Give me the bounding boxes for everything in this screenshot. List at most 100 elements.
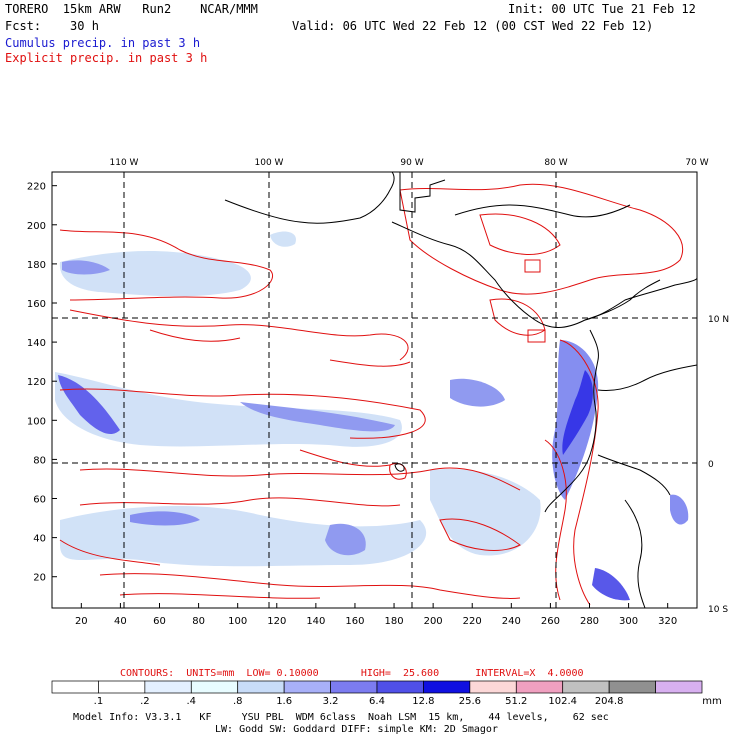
y-tick-label: 40 bbox=[33, 534, 46, 545]
contour-mid-4 bbox=[149, 329, 241, 342]
valid-time: Valid: 06 UTC Wed 22 Feb 12 (00 CST Wed … bbox=[292, 19, 654, 33]
lon-labels: 110 W 100 W 90 W 80 W 70 W bbox=[110, 158, 709, 168]
precip-cluster-center bbox=[325, 523, 366, 556]
x-tick-label: 320 bbox=[658, 616, 677, 627]
colorbar-swatch bbox=[283, 680, 331, 694]
colorbar-label: .4 bbox=[187, 696, 197, 707]
precip-band-north bbox=[59, 251, 251, 297]
colorbar-label: 12.8 bbox=[412, 696, 434, 707]
contour-info: CONTOURS: UNITS=mm LOW= 0.10000 HIGH= 25… bbox=[120, 668, 584, 679]
colorbar-swatch bbox=[190, 680, 239, 694]
x-tick-label: 180 bbox=[384, 616, 403, 627]
y-tick-label: 220 bbox=[27, 182, 46, 193]
x-tick-label: 40 bbox=[114, 616, 127, 627]
lon-label: 100 W bbox=[255, 158, 284, 168]
colorbar-label: 6.4 bbox=[369, 696, 385, 707]
x-tick-label: 240 bbox=[502, 616, 521, 627]
contour-coast bbox=[559, 339, 599, 606]
coast-sa-west bbox=[544, 329, 599, 513]
precip-nw-patch bbox=[270, 231, 296, 247]
colorbar-label: 25.6 bbox=[459, 696, 481, 707]
colorbar-label: .8 bbox=[233, 696, 243, 707]
contour-south bbox=[79, 497, 401, 507]
y-tick-label: 20 bbox=[33, 573, 46, 584]
model-title: TORERO 15km ARW Run2 NCAR/MMM bbox=[5, 2, 258, 16]
contour-north-2 bbox=[69, 309, 409, 361]
precip-band-south-core bbox=[130, 511, 200, 526]
colorbar-swatch bbox=[237, 680, 285, 694]
coast-caribbean bbox=[454, 204, 631, 218]
y-tick-label: 60 bbox=[33, 495, 46, 506]
model-info: Model Info: V3.3.1 KF YSU PBL WDM 6class… bbox=[73, 712, 609, 723]
colorbar-label: 204.8 bbox=[595, 696, 624, 707]
model-physics: LW: Godd SW: Goddard DIFF: simple KM: 2D… bbox=[215, 724, 498, 735]
colorbar-label: 1.6 bbox=[276, 696, 292, 707]
colorbar-unit: mm bbox=[702, 696, 721, 707]
y-tick-label: 200 bbox=[27, 221, 46, 232]
y-tick-label: 80 bbox=[33, 455, 46, 466]
colorbar-swatch bbox=[51, 680, 99, 694]
x-tick-label: 140 bbox=[306, 616, 325, 627]
contour-ne bbox=[399, 183, 684, 295]
colorbar-label: .2 bbox=[140, 696, 150, 707]
border-ecuador bbox=[597, 454, 671, 496]
x-tick-label: 220 bbox=[463, 616, 482, 627]
coast-central-am bbox=[391, 221, 661, 328]
y-tick-label: 100 bbox=[27, 416, 46, 427]
x-tick-label: 120 bbox=[267, 616, 286, 627]
colorbar-label: 3.2 bbox=[323, 696, 339, 707]
colorbar-label: .1 bbox=[94, 696, 104, 707]
lat-lon-grid bbox=[52, 172, 697, 608]
precip-band-mid-core bbox=[58, 375, 120, 435]
colorbar: .1 .2 .4 .8 1.6 3.2 6.4 12.8 25.6 51.2 102.4 204.8 m… bbox=[51, 680, 722, 707]
x-tick-label: 20 bbox=[75, 616, 88, 627]
lon-label: 110 W bbox=[110, 158, 139, 168]
x-tick-label: 300 bbox=[619, 616, 638, 627]
colorbar-swatch bbox=[98, 680, 146, 694]
field-explicit-label: Explicit precip. in past 3 h bbox=[5, 51, 208, 65]
border-colombia bbox=[597, 364, 698, 391]
x-tick-label: 60 bbox=[153, 616, 166, 627]
precip-south-cluster bbox=[592, 568, 630, 601]
x-tick-label: 200 bbox=[424, 616, 443, 627]
precip-band-mid-core-2 bbox=[240, 402, 395, 432]
field-cumulus-label: Cumulus precip. in past 3 h bbox=[5, 36, 201, 50]
init-time: Init: 00 UTC Tue 21 Feb 12 bbox=[508, 2, 696, 16]
coast-galapagos bbox=[394, 463, 405, 472]
coast-mexico-2 bbox=[399, 172, 446, 213]
border-peru bbox=[624, 499, 646, 609]
colorbar-label: 102.4 bbox=[548, 696, 577, 707]
contour-mid bbox=[59, 388, 426, 439]
colorbar-swatch bbox=[423, 680, 471, 694]
precip-cluster-east bbox=[450, 378, 505, 407]
colorbar-swatch bbox=[469, 680, 517, 694]
cumulus-precip-shading bbox=[55, 231, 689, 601]
colorbar-swatch bbox=[515, 680, 564, 694]
forecast-hour: Fcst: 30 h bbox=[5, 19, 99, 33]
colorbar-label: 51.2 bbox=[505, 696, 527, 707]
precip-band-north-core bbox=[62, 260, 110, 275]
contour-south-3 bbox=[119, 593, 321, 599]
lat-labels: 10 N 0 10 S bbox=[708, 315, 729, 615]
coastline bbox=[224, 171, 698, 609]
contour-north bbox=[59, 229, 273, 301]
lon-label: 80 W bbox=[544, 158, 567, 168]
lat-label: 10 N bbox=[708, 315, 729, 325]
lon-label: 70 W bbox=[685, 158, 708, 168]
contour-mid-5 bbox=[329, 359, 411, 367]
lat-label: 10 S bbox=[708, 605, 728, 615]
coast-sa-north bbox=[584, 277, 698, 321]
x-tick-label: 100 bbox=[228, 616, 247, 627]
y-tick-label: 140 bbox=[27, 338, 46, 349]
x-tick-label: 80 bbox=[192, 616, 205, 627]
coast-mexico bbox=[224, 171, 395, 224]
y-axis: 20 40 60 80 100 120 140 160 180 200 220 bbox=[27, 182, 57, 584]
x-tick-label: 260 bbox=[541, 616, 560, 627]
colorbar-swatch bbox=[330, 680, 378, 694]
contour-ne-2 bbox=[479, 213, 561, 255]
contour-east bbox=[439, 518, 521, 551]
lon-label: 90 W bbox=[400, 158, 423, 168]
x-tick-label: 280 bbox=[580, 616, 599, 627]
contour-east-box bbox=[524, 259, 541, 273]
